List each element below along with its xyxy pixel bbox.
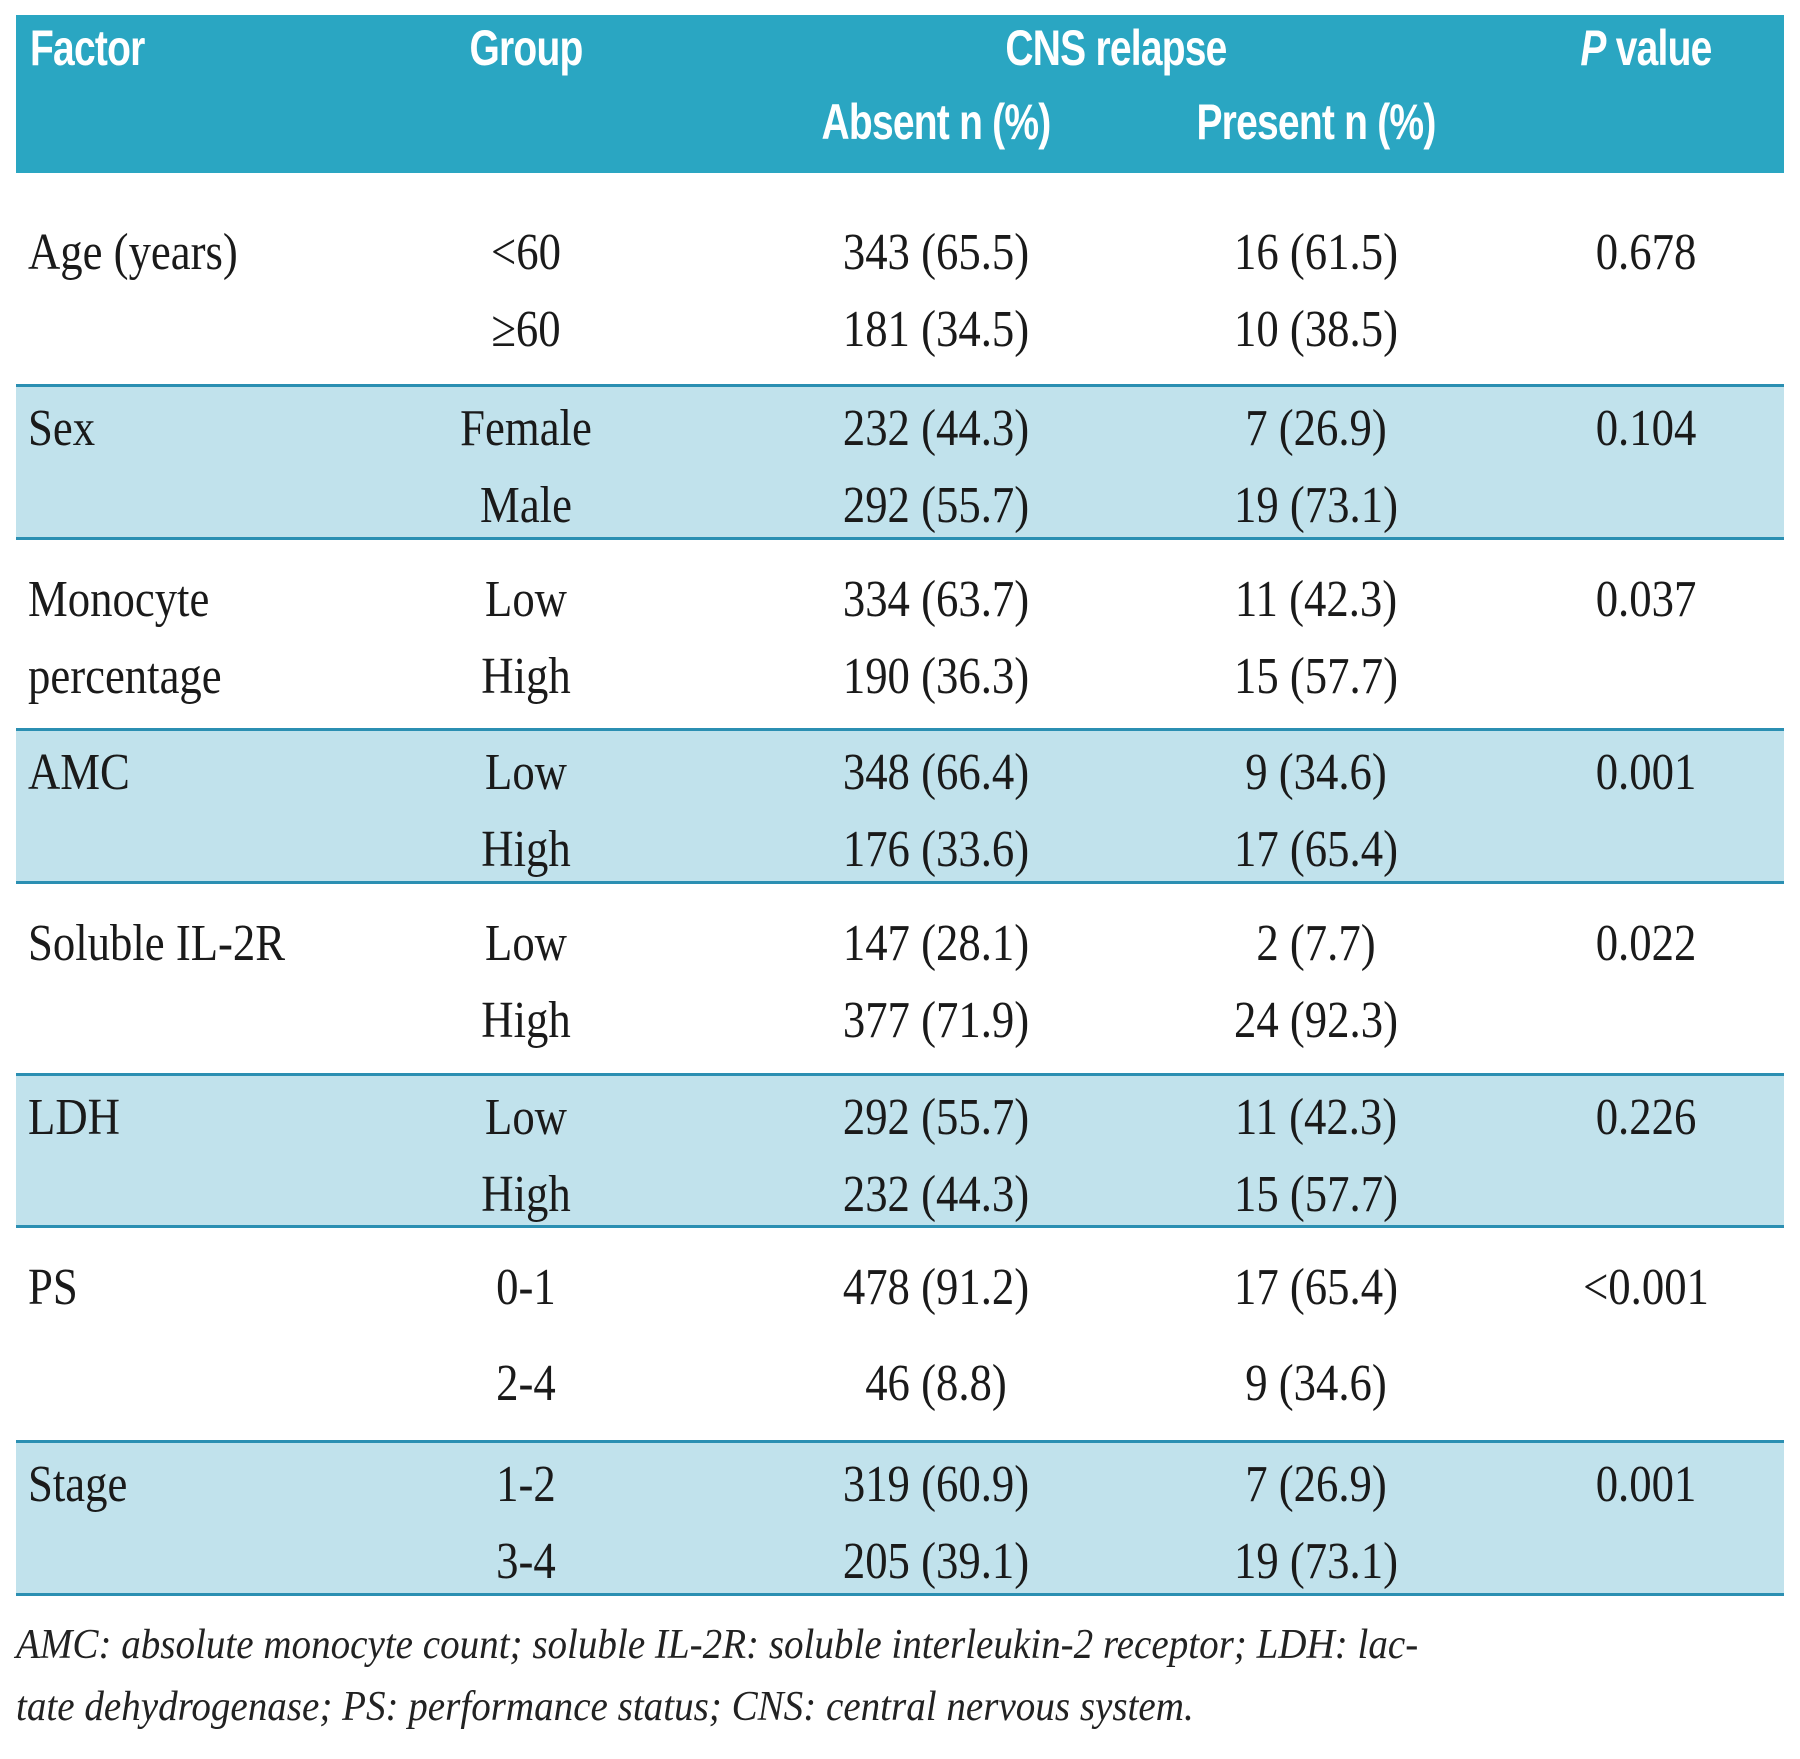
header-cns-relapse: CNS relapse [1005,20,1227,76]
group-cell: 3-4 [496,1533,556,1590]
absent-cell: 319 (60.9) [842,1456,1030,1513]
footnote-line-2: tate dehydrogenase; PS: performance stat… [16,1684,1194,1730]
table-row-group: Monocyte percentage Low 334 (63.7) 11 (42.3)… [16,540,1784,731]
absent-cell: 478 (91.2) [842,1259,1030,1316]
absent-cell: 147 (28.1) [842,915,1030,972]
present-cell: 19 (73.1) [1234,1533,1398,1590]
table-row-group: AMC Low 348 (66.4) 9 (34.6) High 176 (33.6) 17… [16,731,1784,884]
factor-label: Monocyte [28,571,210,628]
absent-cell: 46 (8.8) [865,1355,1007,1412]
present-cell: 9 (34.6) [1245,744,1387,801]
table-row-group: PS 0-1 478 (91.2) 17 (65.4) 2-4 46 (8.8) 9 (34… [16,1228,1784,1443]
table-row-group: Soluble IL-2R Low 147 (28.1) 2 (7.7) High 377… [16,884,1784,1076]
factor-label: PS [28,1259,78,1316]
group-cell: Low [485,915,567,972]
group-cell: Female [460,400,592,457]
present-cell: 17 (65.4) [1234,1259,1398,1316]
present-cell: 15 (57.7) [1234,1166,1398,1223]
absent-cell: 292 (55.7) [842,477,1030,534]
p-value-cell: 0.678 [1595,224,1697,281]
footnote-line-1: AMC: absolute monocyte count; soluble IL… [16,1622,1419,1668]
group-cell: High [481,648,571,705]
absent-cell: 181 (34.5) [842,301,1030,358]
present-cell: 19 (73.1) [1234,477,1398,534]
p-value-cell: <0.001 [1583,1259,1709,1316]
present-cell: 11 (42.3) [1234,571,1398,628]
header-group: Group [469,20,583,76]
factor-label: Age (years) [28,224,238,281]
present-cell: 16 (61.5) [1234,224,1398,281]
table-row-group: Age (years) <60 343 (65.5) 16 (61.5) ≥60 181 … [16,173,1784,387]
group-cell: High [481,821,571,878]
absent-cell: 292 (55.7) [842,1089,1030,1146]
group-cell: ≥60 [491,301,561,358]
factor-label: LDH [28,1089,120,1146]
table-row-group: LDH Low 292 (55.7) 11 (42.3) High 232 (44.3) 1… [16,1076,1784,1228]
absent-cell: 334 (63.7) [842,571,1030,628]
factor-label: Stage [28,1456,128,1513]
p-value-cell: 0.022 [1595,915,1697,972]
header-factor: Factor [30,20,145,76]
factor-label: AMC [28,744,130,801]
present-cell: 10 (38.5) [1234,301,1398,358]
header-present: Present n (%) [1196,94,1436,150]
present-cell: 17 (65.4) [1234,821,1398,878]
absent-cell: 377 (71.9) [842,992,1030,1049]
present-cell: 15 (57.7) [1234,648,1398,705]
present-cell: 7 (26.9) [1245,400,1387,457]
group-cell: Low [485,571,567,628]
absent-cell: 190 (36.3) [842,648,1030,705]
absent-cell: 348 (66.4) [842,744,1030,801]
factor-label-cont: percentage [28,648,222,705]
present-cell: 2 (7.7) [1256,915,1376,972]
group-cell: High [481,992,571,1049]
absent-cell: 232 (44.3) [842,400,1030,457]
group-cell: 1-2 [496,1456,556,1513]
present-cell: 11 (42.3) [1234,1089,1398,1146]
p-value-cell: 0.226 [1595,1089,1697,1146]
absent-cell: 343 (65.5) [842,224,1030,281]
p-value-cell: 0.001 [1595,744,1697,801]
absent-cell: 232 (44.3) [842,1166,1030,1223]
group-cell: 2-4 [496,1355,556,1412]
group-cell: <60 [491,224,561,281]
present-cell: 24 (92.3) [1234,992,1398,1049]
group-cell: High [481,1166,571,1223]
present-cell: 7 (26.9) [1245,1456,1387,1513]
group-cell: Low [485,1089,567,1146]
header-p-value: P value [1580,20,1712,76]
absent-cell: 205 (39.1) [842,1533,1030,1590]
table-header: Factor Group CNS relapse Absent n (%) Pr… [16,15,1784,173]
absent-cell: 176 (33.6) [842,821,1030,878]
p-value-cell: 0.037 [1595,571,1697,628]
factor-label: Sex [28,400,96,457]
factor-label: Soluble IL-2R [28,915,286,972]
table-row-group: Stage 1-2 319 (60.9) 7 (26.9) 3-4 205 (39.1) 1… [16,1443,1784,1596]
group-cell: 0-1 [496,1259,556,1316]
header-absent: Absent n (%) [821,94,1052,150]
table-footnote: AMC: absolute monocyte count; soluble IL… [16,1614,1660,1738]
group-cell: Male [480,477,572,534]
group-cell: Low [485,744,567,801]
present-cell: 9 (34.6) [1245,1355,1387,1412]
p-value-cell: 0.104 [1595,400,1697,457]
p-value-cell: 0.001 [1595,1456,1697,1513]
table-row-group: Sex Female 232 (44.3) 7 (26.9) Male 292 (55.7… [16,387,1784,540]
